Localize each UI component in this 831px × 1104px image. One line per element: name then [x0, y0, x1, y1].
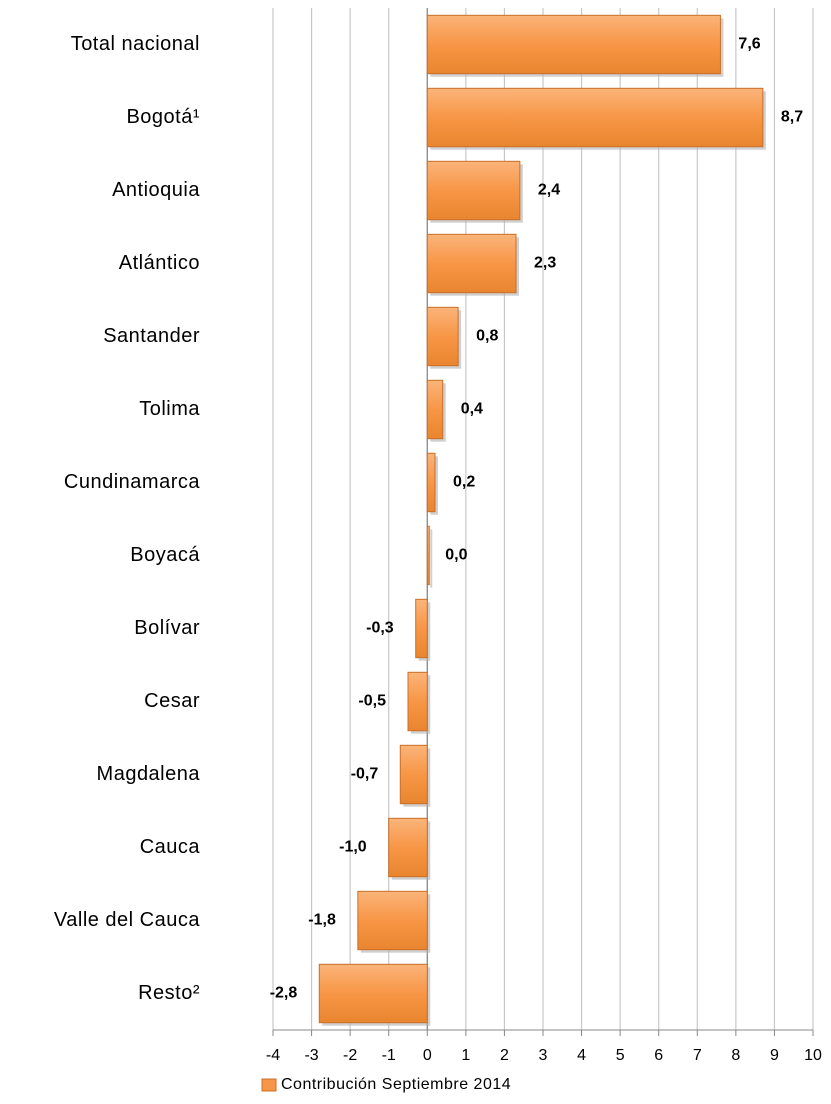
category-label: Santander: [103, 325, 200, 347]
bar: [426, 379, 444, 440]
bar: [426, 525, 430, 586]
category-label: Antioquia: [112, 179, 200, 201]
x-tick-label: 8: [731, 1047, 740, 1064]
category-label: Tolima: [139, 398, 200, 420]
value-label: 0,4: [461, 401, 483, 418]
value-label: 7,6: [738, 36, 760, 53]
bar-shadow: [430, 529, 433, 588]
value-label: -1,0: [339, 839, 367, 856]
bar: [399, 744, 428, 805]
x-tick-label: -4: [266, 1047, 280, 1064]
x-tick-label: 9: [770, 1047, 779, 1064]
x-tick-label: -3: [304, 1047, 318, 1064]
value-label: -2,8: [270, 985, 298, 1002]
legend-label: Contribución Septiembre 2014: [281, 1076, 511, 1093]
category-label: Bolívar: [134, 617, 200, 639]
x-tick-label: -2: [343, 1047, 357, 1064]
legend-swatch: [261, 1078, 277, 1092]
value-label: 0,8: [476, 328, 498, 345]
value-label: -0,3: [366, 620, 394, 637]
x-tick-label: 1: [461, 1047, 470, 1064]
category-label: Cauca: [140, 836, 201, 858]
value-label: 2,4: [538, 182, 560, 199]
bar: [415, 598, 428, 659]
value-label: -0,7: [351, 766, 379, 783]
x-tick-label: 5: [616, 1047, 625, 1064]
value-label: -0,5: [358, 693, 386, 710]
value-label: -1,8: [308, 912, 336, 929]
value-label: 8,7: [781, 109, 803, 126]
bar: [407, 671, 428, 732]
category-label: Bogotá¹: [126, 106, 200, 128]
bar: [426, 14, 721, 75]
bar: [357, 890, 428, 951]
x-tick-label: 0: [423, 1047, 432, 1064]
category-label: Cesar: [144, 690, 200, 712]
category-label: Atlántico: [119, 252, 200, 274]
category-label: Valle del Cauca: [54, 909, 200, 931]
bar: [426, 452, 436, 513]
value-label: 0,2: [453, 474, 475, 491]
category-label: Boyacá: [130, 544, 200, 566]
bar: [426, 233, 517, 294]
bar: [426, 160, 521, 221]
x-tick-label: -1: [382, 1047, 396, 1064]
x-tick-label: 10: [804, 1047, 822, 1064]
x-tick-label: 7: [693, 1047, 702, 1064]
bar: [426, 306, 459, 367]
x-tick-label: 2: [500, 1047, 509, 1064]
value-label: 2,3: [534, 255, 556, 272]
bar: [426, 87, 764, 148]
x-tick-label: 6: [654, 1047, 663, 1064]
category-label: Cundinamarca: [64, 471, 200, 493]
category-label: Total nacional: [71, 33, 200, 55]
x-tick-label: 4: [577, 1047, 586, 1064]
x-tick-label: 3: [539, 1047, 548, 1064]
bar: [388, 817, 428, 878]
bar: [318, 963, 428, 1024]
category-label: Resto²: [138, 982, 200, 1004]
value-label: 0,0: [445, 547, 467, 564]
category-label: Magdalena: [97, 763, 201, 785]
